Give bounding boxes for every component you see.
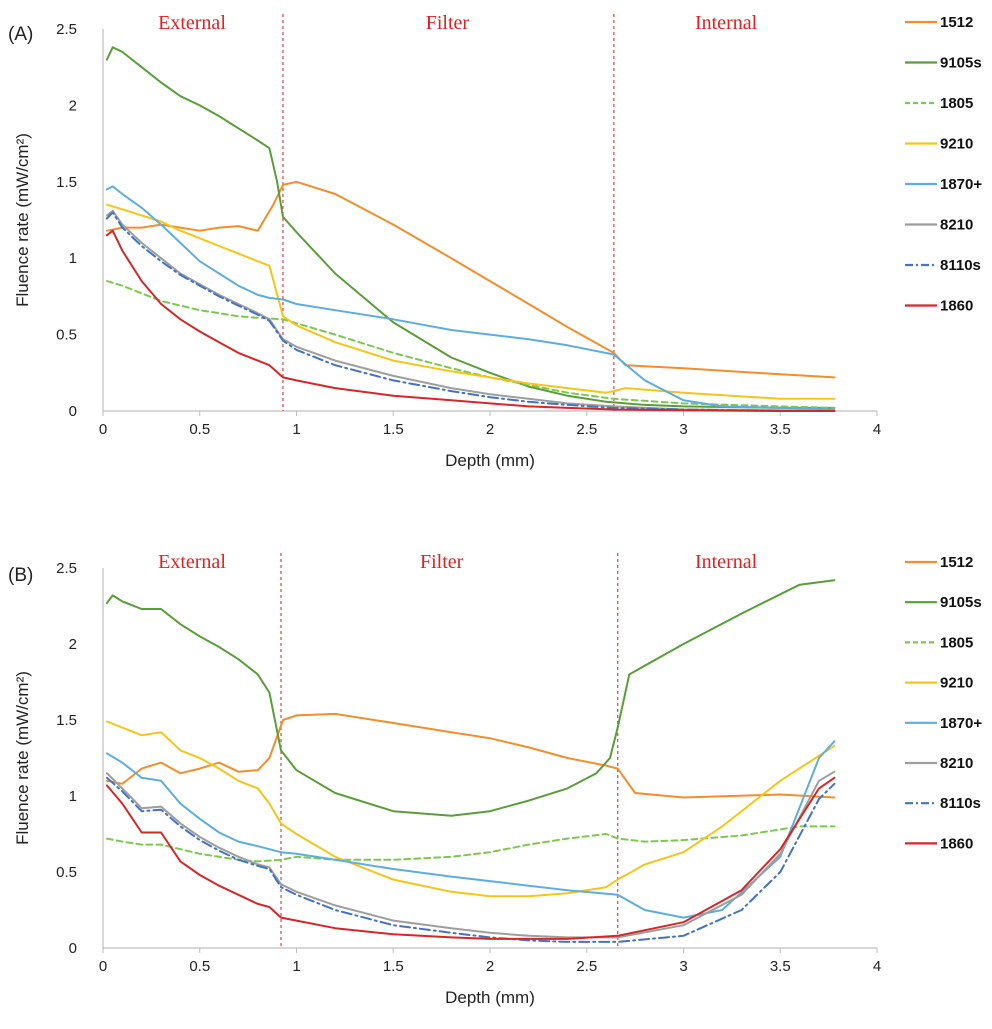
legend-label-1860: 1860	[940, 835, 973, 852]
legend-label-9105s: 9105s	[940, 55, 982, 72]
legend-label-1860: 1860	[940, 298, 973, 315]
legend-label-1805: 1805	[940, 95, 973, 112]
x-tick-label: 0.5	[189, 421, 210, 438]
y-tick-label: 1	[69, 788, 77, 805]
x-tick-label: 0.5	[189, 958, 210, 975]
x-tick-label: 1.5	[383, 958, 404, 975]
x-tick-label: 3	[679, 958, 687, 975]
y-tick-label: 0.5	[56, 327, 77, 344]
legend-label-8110s: 8110s	[940, 257, 981, 274]
x-tick-label: 3	[679, 421, 687, 438]
panel-label: (A)	[8, 24, 33, 45]
region-label-filter: Filter	[426, 12, 470, 34]
series-line-1870+	[105, 185, 836, 411]
series-line-1512	[105, 180, 836, 379]
y-tick-label: 1	[69, 250, 77, 267]
series-line-1512	[105, 712, 836, 799]
x-tick-label: 2	[486, 421, 494, 438]
legend-label-9210: 9210	[940, 136, 973, 153]
y-tick-label: 0.5	[56, 864, 77, 881]
y-axis-title: Fluence rate (mW/cm²)	[13, 671, 32, 845]
x-tick-label: 3.5	[770, 421, 791, 438]
y-axis-title: Fluence rate (mW/cm²)	[13, 133, 32, 307]
panel-label: (B)	[8, 565, 33, 586]
x-tick-label: 1	[292, 958, 300, 975]
legend-label-1512: 1512	[940, 554, 973, 571]
legend-label-1512: 1512	[940, 14, 973, 31]
series-line-1870+	[105, 740, 836, 919]
chart-panel-a: (A) 0 0.5 1 1.5 2 2.5 3 3.5 4 0 0.5 1 1.5 2 2.5 Depth (m…	[8, 12, 982, 470]
series-line-8110s	[105, 776, 836, 943]
y-tick-label: 2	[69, 97, 77, 114]
y-tick-label: 0	[69, 403, 77, 420]
legend-label-1870+: 1870+	[940, 715, 982, 732]
y-tick-label: 1.5	[56, 174, 77, 191]
series-line-1805	[105, 825, 836, 863]
y-tick-label: 0	[69, 940, 77, 957]
series-line-9210	[105, 720, 836, 898]
series-line-1860	[105, 229, 836, 412]
y-tick-label: 2.5	[56, 560, 77, 577]
y-tick-label: 2.5	[56, 21, 77, 38]
series-line-1860	[105, 776, 836, 940]
legend-label-8110s: 8110s	[940, 795, 981, 812]
region-label-internal: Internal	[695, 12, 758, 34]
legend-label-8210: 8210	[940, 755, 973, 772]
x-axis-title: Depth (mm)	[445, 451, 535, 470]
x-tick-label: 1.5	[383, 421, 404, 438]
y-tick-label: 2	[69, 636, 77, 653]
x-tick-label: 0	[99, 421, 107, 438]
legend-label-1870+: 1870+	[940, 176, 982, 193]
y-tick-label: 1.5	[56, 712, 77, 729]
region-label-filter: Filter	[420, 551, 464, 573]
series-line-8110s	[105, 211, 836, 412]
x-tick-label: 2.5	[576, 421, 597, 438]
x-axis-title: Depth (mm)	[445, 988, 535, 1007]
x-tick-label: 2	[486, 958, 494, 975]
chart-panel-b: (B) 0 0.5 1 1.5 2 2.5 3 3.5 4 0 0.5 1 1.5 2 2.5 Depth (m…	[8, 551, 982, 1007]
legend-label-1805: 1805	[940, 634, 973, 651]
legend-label-9210: 9210	[940, 675, 973, 692]
x-tick-label: 4	[873, 421, 881, 438]
x-tick-label: 3.5	[770, 958, 791, 975]
series-line-9210	[105, 203, 836, 400]
series-line-9105s	[105, 579, 836, 817]
legend-label-8210: 8210	[940, 217, 973, 234]
x-tick-label: 1	[292, 421, 300, 438]
legend-label-9105s: 9105s	[940, 594, 982, 611]
series-line-8210	[105, 770, 836, 939]
x-tick-label: 0	[99, 958, 107, 975]
series-line-1805	[105, 280, 836, 409]
x-tick-label: 2.5	[576, 958, 597, 975]
region-label-external: External	[158, 551, 226, 573]
region-label-internal: Internal	[695, 551, 758, 573]
series-line-8210	[105, 209, 836, 412]
region-label-external: External	[158, 12, 226, 34]
series-line-9105s	[105, 46, 836, 409]
x-tick-label: 4	[873, 958, 881, 975]
